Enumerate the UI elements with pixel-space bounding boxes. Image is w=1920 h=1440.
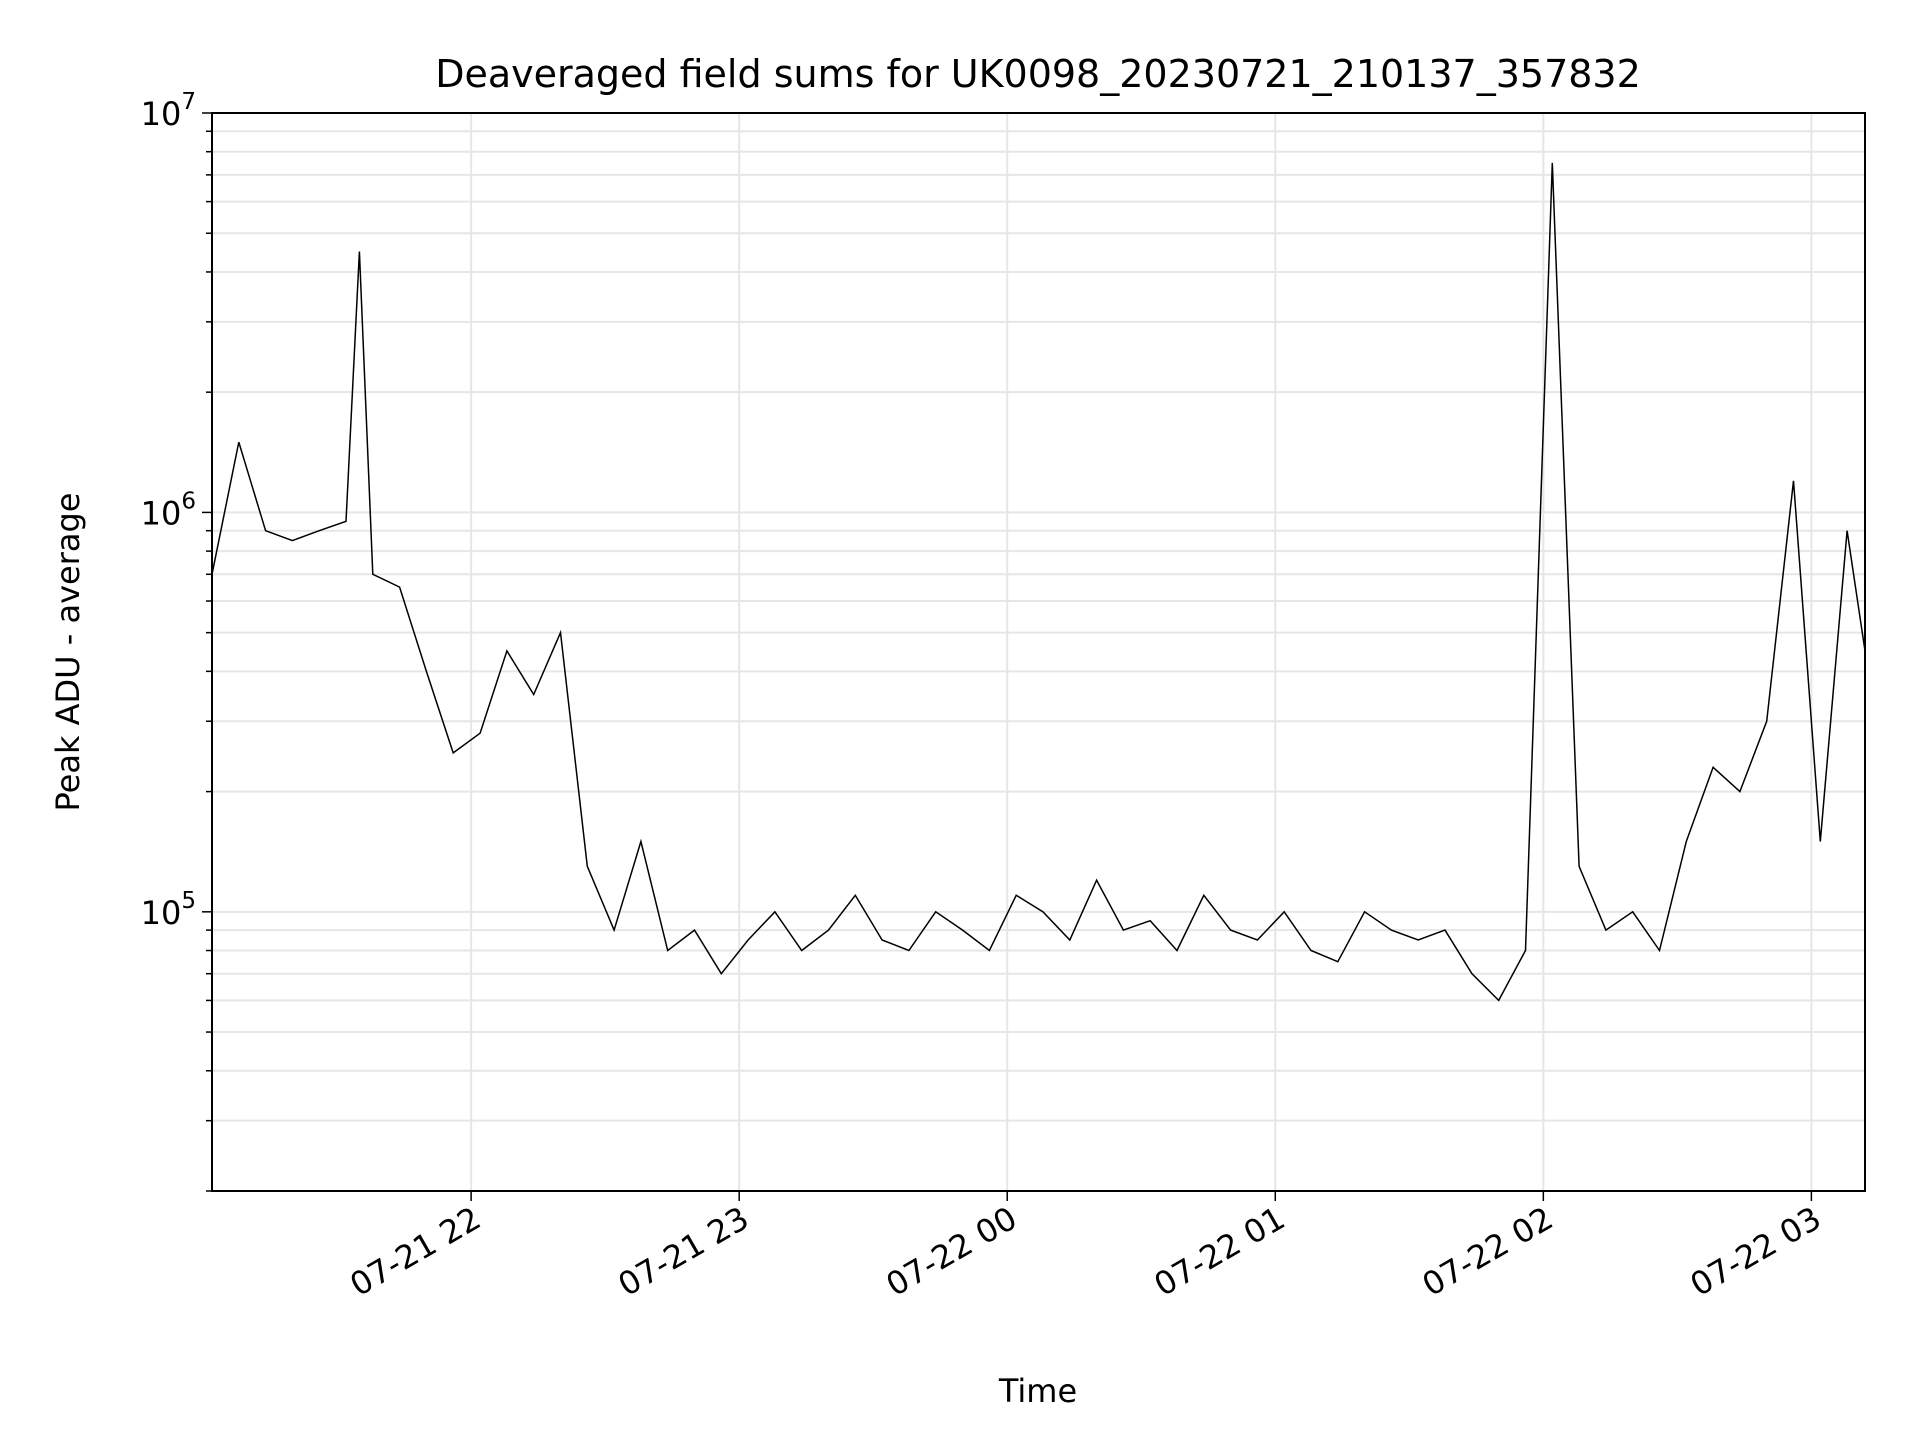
series-line (211, 162, 1866, 1002)
chart-title: Deaveraged field sums for UK0098_2023072… (435, 52, 1641, 96)
axis-ticks (202, 112, 1813, 1201)
y-tick-base: 10 (141, 894, 182, 932)
y-tick-label: 105 (141, 888, 196, 932)
series-layer (211, 162, 1866, 1002)
x-axis-label: Time (998, 1372, 1077, 1410)
y-tick-label: 106 (141, 488, 196, 532)
plot-frame (211, 112, 1866, 1192)
y-tick-label: 107 (141, 89, 196, 133)
y-tick-base: 10 (141, 494, 182, 532)
y-tick-base: 10 (141, 95, 182, 133)
y-tick-exponent: 7 (181, 89, 196, 115)
y-axis-label: Peak ADU - average (49, 493, 87, 812)
y-tick-exponent: 5 (181, 888, 196, 914)
y-tick-exponent: 6 (181, 488, 196, 514)
grid-lines (212, 112, 1865, 1192)
